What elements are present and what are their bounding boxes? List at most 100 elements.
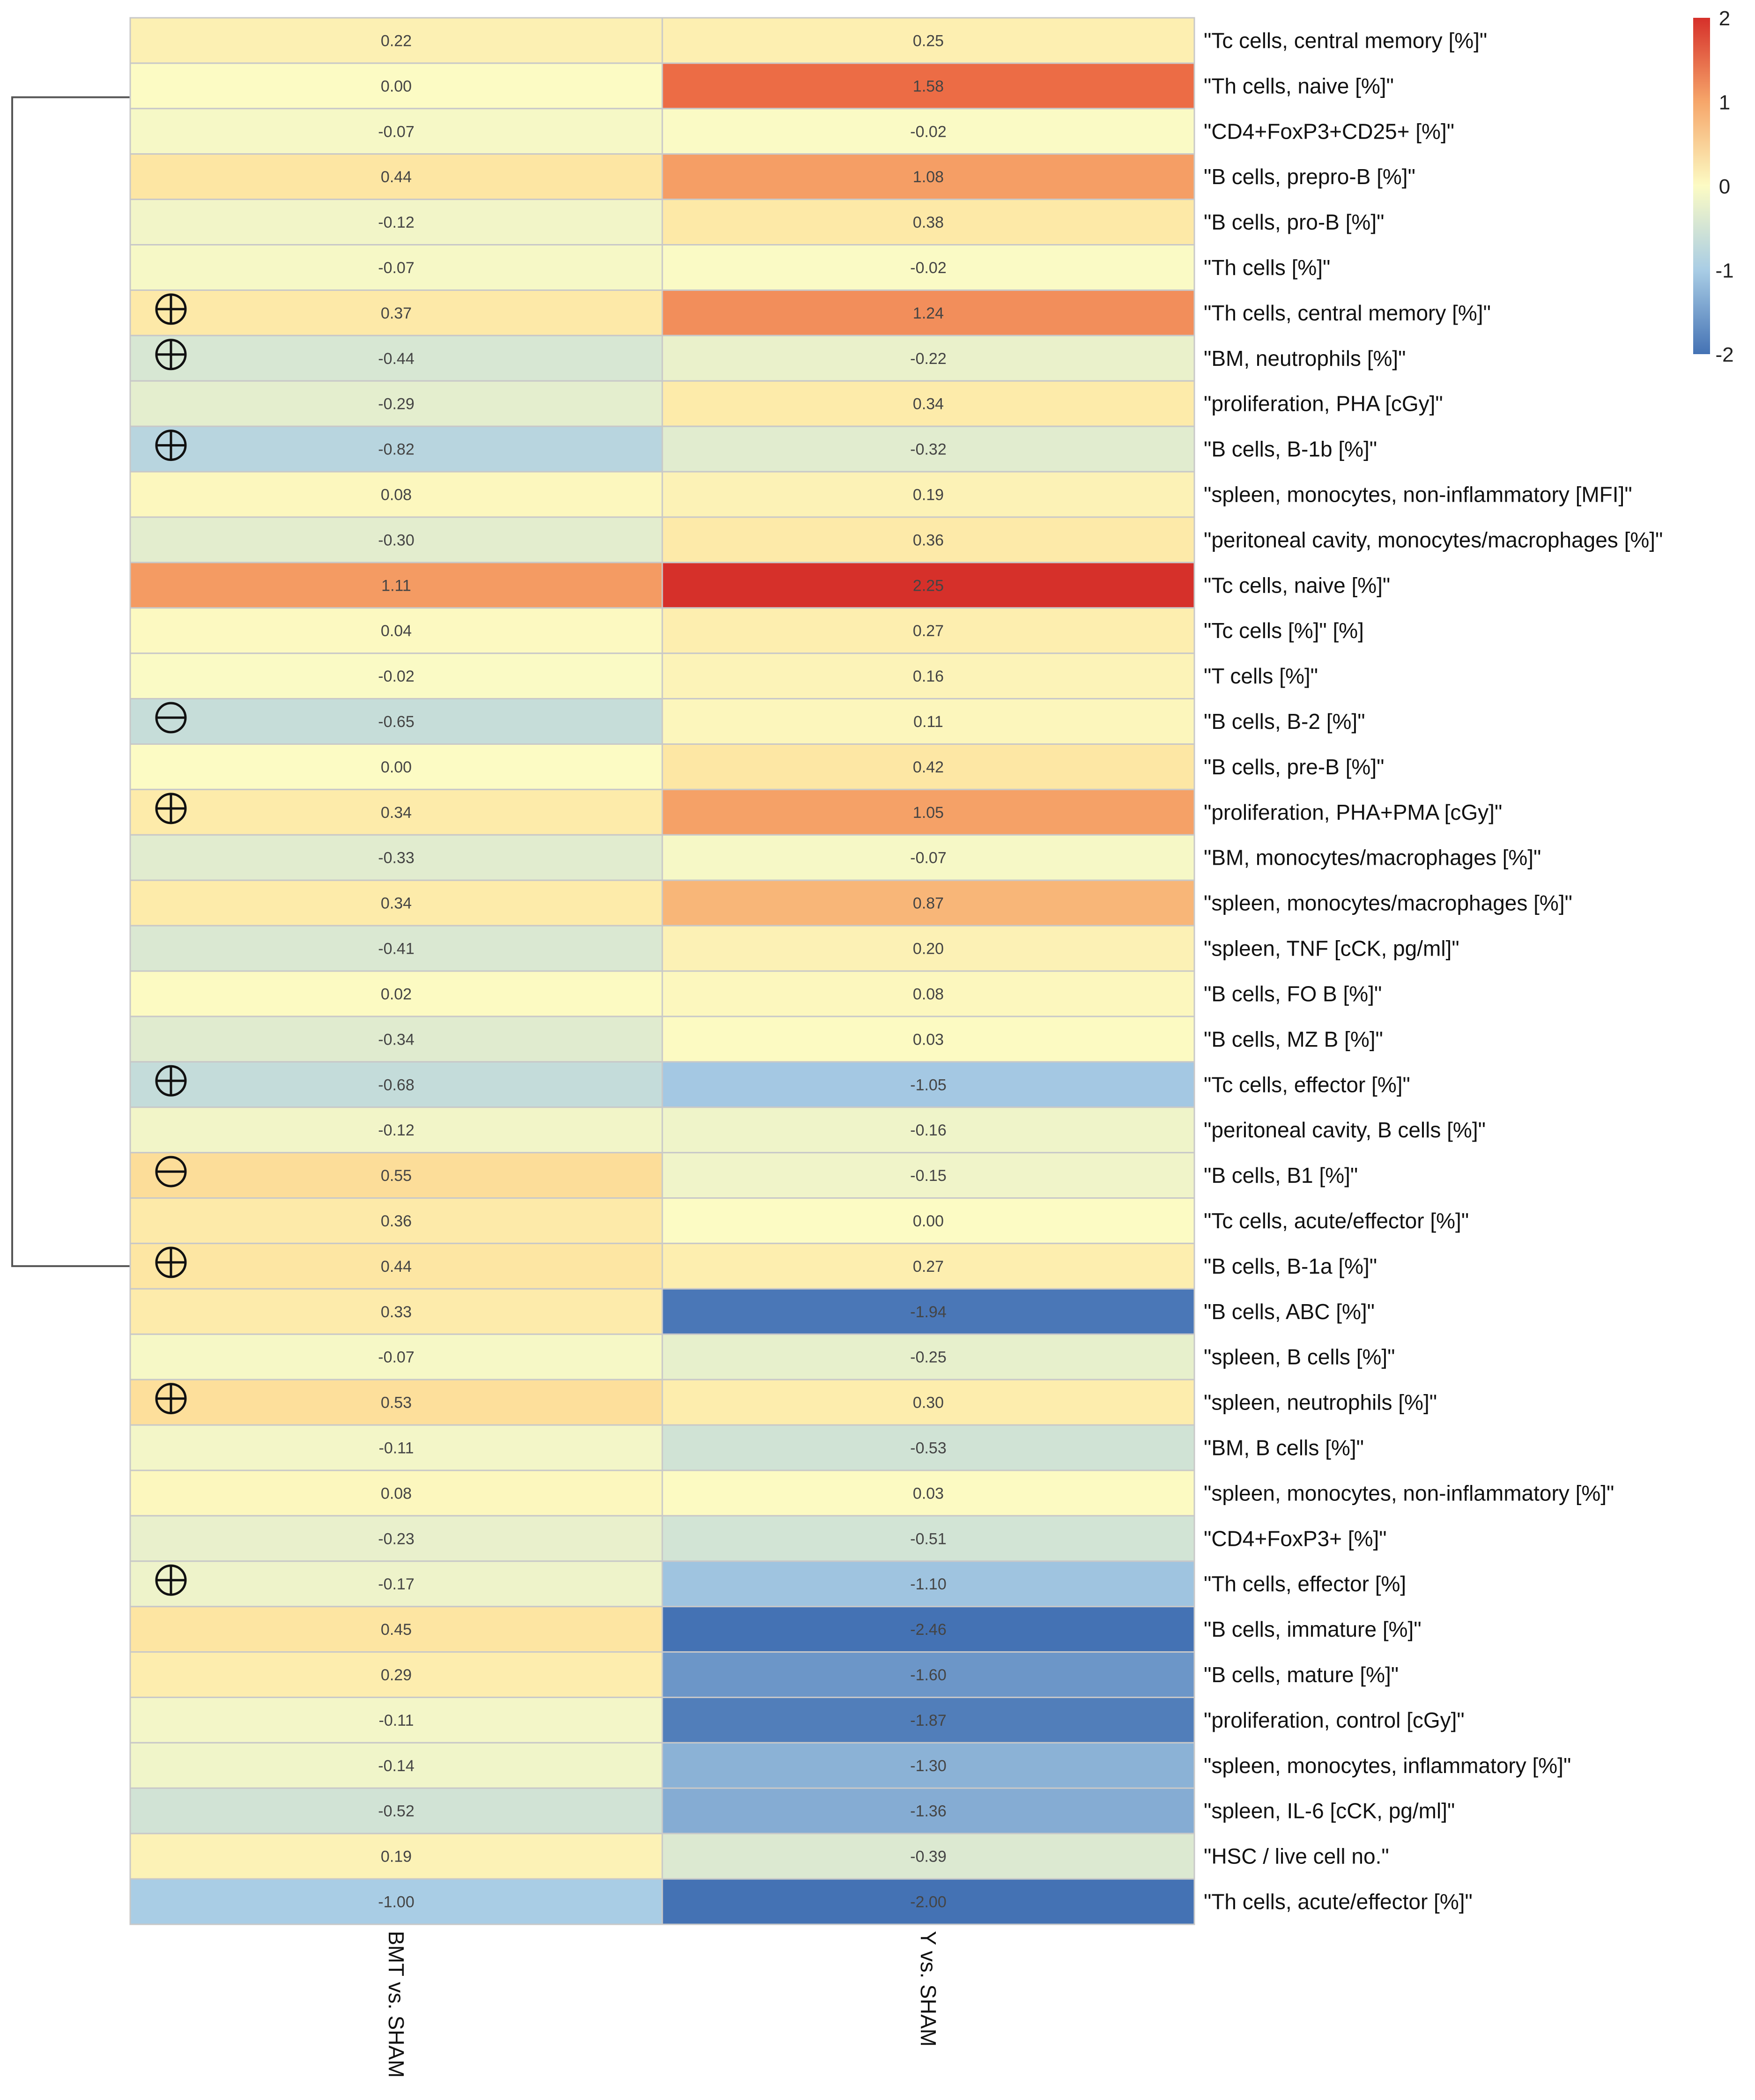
row-label: "B cells, FO B [%]" [1204, 981, 1382, 1006]
heatmap-cell [661, 425, 1195, 473]
legend-tick-label: -2 [1715, 343, 1733, 366]
cell-value-label: 0.36 [913, 531, 944, 549]
cell-value-label: -0.12 [378, 1121, 415, 1139]
heatmap-cell [661, 380, 1195, 427]
positive-marker-icon [155, 793, 187, 824]
cell-value-label: -0.52 [378, 1803, 415, 1820]
positive-marker-icon [155, 1065, 187, 1097]
column-labels: BMT vs. SHAM Y vs. SHAM [384, 1931, 940, 2078]
cell-value-label: -0.02 [378, 668, 415, 685]
cell-value-label: -0.44 [378, 350, 415, 368]
row-label: "Tc cells, central memory [%]" [1204, 28, 1487, 52]
heatmap-cell [661, 1242, 1195, 1290]
cell-value-label: 0.00 [381, 77, 412, 95]
cell-value-label: 0.03 [913, 1484, 944, 1502]
heatmap-cell [129, 380, 663, 427]
row-label: "B cells, immature [%]" [1204, 1617, 1422, 1641]
cell-value-label: 0.44 [381, 1258, 412, 1276]
cell-value-label: -0.25 [910, 1349, 947, 1366]
cell-value-label: -1.05 [910, 1076, 947, 1094]
cell-value-label: -0.11 [379, 1712, 414, 1729]
cell-value-label: -0.30 [378, 531, 415, 549]
heatmap-cell [661, 788, 1195, 836]
cell-value-label: -1.00 [378, 1893, 415, 1911]
heatmap-cell [661, 1742, 1195, 1789]
cell-value-label: 0.29 [381, 1666, 412, 1684]
heatmap-cell [661, 1560, 1195, 1608]
row-label: "B cells, ABC [%]" [1204, 1299, 1375, 1324]
cell-value-label: 0.34 [913, 395, 944, 413]
row-label: "B cells, pre-B [%]" [1204, 755, 1384, 779]
heatmap-cell [129, 1106, 663, 1154]
row-label: "T cells [%]" [1204, 664, 1318, 688]
row-labels: "Tc cells, central memory [%]" "Th cells,… [1204, 28, 1663, 1914]
heatmap-cell [129, 607, 663, 654]
row-label: "Tc cells, acute/effector [%]" [1204, 1209, 1469, 1233]
heatmap-cell [129, 1197, 663, 1244]
heatmap-cell [129, 1651, 663, 1698]
row-label: "peritoneal cavity, B cells [%]" [1204, 1118, 1486, 1142]
row-label: "spleen, monocytes, inflammatory [%]" [1204, 1753, 1571, 1778]
cell-value-label: 0.22 [381, 32, 412, 50]
row-label: "B cells, B-1b [%]" [1204, 437, 1377, 461]
cell-value-label: 0.08 [381, 1484, 412, 1502]
cell-value-label: -1.30 [910, 1757, 947, 1775]
row-label: "B cells, B1 [%]" [1204, 1163, 1358, 1187]
row-label: "BM, B cells [%]" [1204, 1436, 1364, 1460]
heatmap-cell [661, 199, 1195, 246]
heatmap-cells: 0.22 0.25 0.00 1.58 -0.07 -0.02 0.44 1.08 -0.12 0… [129, 17, 1195, 1925]
heatmap-cell [661, 925, 1195, 972]
cell-value-label: 0.16 [913, 668, 944, 685]
cell-value-label: -0.39 [910, 1848, 947, 1866]
cell-value-label: -0.02 [910, 123, 947, 141]
row-label: "CD4+FoxP3+CD25+ [%]" [1204, 119, 1454, 143]
row-label: "peritoneal cavity, monocytes/macrophage… [1204, 527, 1663, 552]
column-label: BMT vs. SHAM [384, 1931, 408, 2078]
cell-value-label: 0.19 [913, 486, 944, 504]
cell-value-label: 0.08 [381, 486, 412, 504]
heatmap-cell [661, 244, 1195, 291]
heatmap-cell [661, 1606, 1195, 1653]
heatmap-cell [129, 471, 663, 518]
heatmap-cell [129, 970, 663, 1017]
heatmap-cell [661, 1424, 1195, 1471]
heatmap-cell [661, 1152, 1195, 1199]
positive-marker-icon [155, 1247, 187, 1278]
row-label: "spleen, monocytes, non-inflammatory [%]… [1204, 1481, 1614, 1505]
significance-markers [155, 293, 187, 1596]
color-legend: 2 1 0 -1 -2 [1693, 7, 1734, 366]
cell-value-label: -1.10 [910, 1575, 947, 1593]
cell-value-label: 0.00 [381, 758, 412, 776]
heatmap-cell [661, 1696, 1195, 1744]
cell-value-label: -0.51 [910, 1530, 947, 1548]
heatmap-cell [661, 1197, 1195, 1244]
heatmap-cell [129, 653, 663, 700]
cell-value-label: -0.07 [378, 1349, 415, 1366]
heatmap-cell [129, 834, 663, 881]
row-label: "CD4+FoxP3+ [%]" [1204, 1526, 1387, 1551]
cell-value-label: 1.08 [913, 168, 944, 186]
heatmap-cell [129, 1333, 663, 1380]
heatmap-cell [129, 562, 663, 609]
cell-value-label: 0.38 [913, 214, 944, 231]
cell-value-label: 0.42 [913, 758, 944, 776]
cell-value-label: -0.07 [378, 123, 415, 141]
cell-value-label: 0.87 [913, 895, 944, 913]
cell-value-label: -0.23 [378, 1530, 415, 1548]
row-label: "B cells, mature [%]" [1204, 1662, 1399, 1687]
heatmap-cell [129, 1787, 663, 1834]
positive-marker-icon [155, 1383, 187, 1415]
row-label: "spleen, monocytes/macrophages [%]" [1204, 891, 1572, 915]
cell-value-label: 1.11 [381, 577, 411, 594]
cell-value-label: -0.65 [378, 713, 415, 731]
heatmap-cell [129, 1833, 663, 1880]
heatmap-cell [661, 1787, 1195, 1834]
row-label: "spleen, IL-6 [cCK, pg/ml]" [1204, 1799, 1455, 1823]
row-label: "B cells, prepro-B [%]" [1204, 164, 1415, 189]
heatmap-cell [661, 1106, 1195, 1154]
row-label: "Tc cells [%]" [%] [1204, 618, 1364, 643]
row-label: "Th cells [%]" [1204, 255, 1330, 280]
positive-marker-icon [155, 339, 187, 371]
cell-value-label: 0.34 [381, 895, 412, 913]
